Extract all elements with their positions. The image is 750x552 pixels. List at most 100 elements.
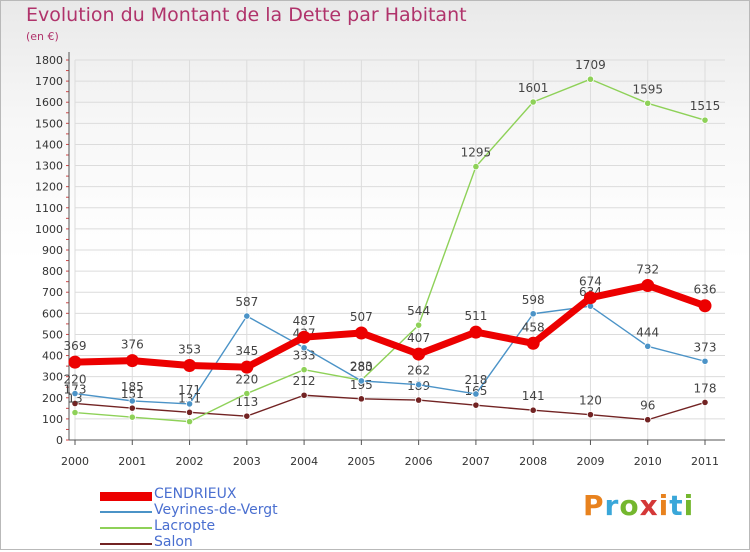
- data-point: [185, 408, 194, 416]
- x-tick-label: 2003: [233, 455, 261, 468]
- data-label: 1595: [632, 82, 663, 96]
- data-point: [701, 357, 709, 365]
- data-point: [185, 418, 194, 426]
- legend-label: Lacropte: [154, 518, 216, 534]
- chart-title: Evolution du Montant de la Dette par Hab…: [26, 4, 467, 26]
- x-tick-label: 2011: [691, 455, 719, 468]
- y-tick-label: 1100: [35, 202, 63, 215]
- series-line: [74, 305, 706, 405]
- legend-swatch: [100, 543, 152, 545]
- data-point: [529, 98, 537, 106]
- x-tick-label: 2007: [462, 455, 490, 468]
- data-point: [586, 411, 595, 419]
- x-tick-label: 2004: [290, 455, 318, 468]
- logo-letter: P: [583, 489, 605, 522]
- data-point: [586, 75, 595, 83]
- data-point: [354, 326, 368, 340]
- x-tick-label: 2005: [347, 455, 375, 468]
- data-point: [297, 330, 311, 344]
- y-tick-label: 0: [56, 434, 63, 447]
- data-label: 333: [293, 349, 316, 363]
- data-label: 369: [64, 339, 87, 353]
- logo-letter: o: [619, 489, 640, 522]
- x-tick-label: 2006: [405, 455, 433, 468]
- data-label: 185: [121, 380, 144, 394]
- y-tick-label: 800: [42, 265, 63, 278]
- legend-label: Veyrines-de-Vergt: [154, 502, 278, 518]
- data-label: 507: [350, 310, 373, 324]
- data-point: [357, 395, 365, 403]
- data-point: [71, 408, 79, 417]
- proxiti-logo: Proxiti: [583, 489, 694, 522]
- legend-swatch: [100, 511, 152, 513]
- y-tick-label: 200: [42, 392, 63, 405]
- data-point: [412, 347, 426, 361]
- data-point: [128, 397, 136, 405]
- data-label: 178: [694, 381, 717, 395]
- data-label: 1709: [575, 58, 606, 72]
- data-label: 407: [407, 331, 430, 345]
- x-tick-label: 2000: [61, 455, 89, 468]
- data-label: 220: [64, 373, 87, 387]
- y-tick-label: 600: [42, 307, 63, 320]
- y-tick-label: 1300: [35, 160, 63, 173]
- data-label: 220: [235, 373, 258, 387]
- data-label: 458: [522, 320, 545, 334]
- data-point: [472, 163, 480, 171]
- data-point: [701, 398, 709, 407]
- legend-swatch: [100, 527, 152, 529]
- data-label: 113: [235, 395, 258, 409]
- data-point: [583, 291, 597, 305]
- y-tick-label: 100: [42, 413, 63, 426]
- data-point: [300, 344, 308, 352]
- data-label: 1515: [690, 99, 721, 113]
- data-label: 345: [235, 344, 258, 358]
- series-line: [71, 281, 709, 371]
- data-label: 353: [178, 342, 201, 356]
- data-point: [415, 396, 423, 404]
- legend-label: Salon: [154, 534, 193, 550]
- data-label: 674: [579, 275, 602, 289]
- logo-letter: r: [604, 489, 620, 522]
- data-label: 262: [407, 364, 430, 378]
- x-tick-label: 2001: [118, 455, 146, 468]
- data-point: [71, 399, 79, 408]
- data-point: [644, 99, 652, 107]
- data-label: 587: [235, 295, 258, 309]
- y-tick-label: 1400: [35, 138, 63, 151]
- data-point: [128, 413, 136, 421]
- x-tick-label: 2009: [576, 455, 604, 468]
- data-label: 373: [694, 340, 717, 354]
- data-point: [68, 355, 82, 369]
- data-label: 636: [694, 283, 717, 297]
- y-tick-label: 500: [42, 328, 63, 341]
- data-point: [701, 116, 709, 124]
- data-point: [644, 416, 652, 424]
- legend-swatch: [100, 491, 152, 501]
- data-point: [243, 389, 251, 398]
- data-point: [472, 390, 480, 398]
- logo-letter: t: [669, 489, 684, 522]
- data-label: 1601: [518, 81, 549, 95]
- data-label: 544: [407, 304, 430, 318]
- data-point: [300, 391, 308, 399]
- data-label: 212: [293, 374, 316, 388]
- y-tick-label: 1700: [35, 75, 63, 88]
- data-point: [185, 400, 194, 408]
- series-line: [74, 78, 706, 423]
- y-tick-label: 300: [42, 371, 63, 384]
- data-point: [243, 412, 251, 420]
- y-tick-label: 700: [42, 286, 63, 299]
- data-point: [469, 325, 483, 339]
- data-label: 96: [640, 399, 655, 413]
- y-tick-label: 1800: [35, 54, 63, 67]
- data-point: [698, 299, 712, 313]
- data-point: [415, 381, 423, 389]
- x-tick-label: 2008: [519, 455, 547, 468]
- data-label: 511: [464, 309, 487, 323]
- data-point: [125, 354, 139, 368]
- data-point: [529, 310, 537, 318]
- data-label: 283: [350, 359, 373, 373]
- data-point: [240, 360, 254, 374]
- y-tick-label: 1500: [35, 117, 63, 130]
